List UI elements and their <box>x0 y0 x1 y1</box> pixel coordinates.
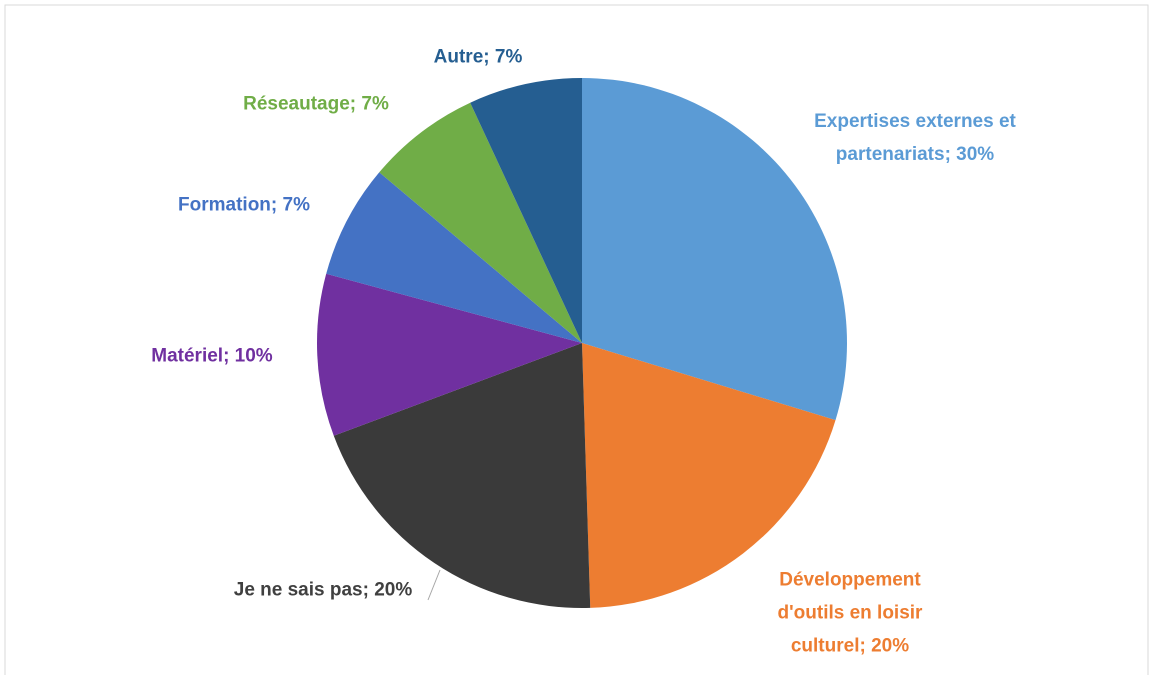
pie-slice <box>317 273 582 436</box>
pie-slice <box>379 102 582 344</box>
slice-label: Expertises externes et partenariats; 30% <box>814 111 1016 165</box>
pie-slice <box>333 343 591 608</box>
slice-label: Je ne sais pas; 20% <box>233 579 413 601</box>
leader-line <box>427 569 441 601</box>
chart-border <box>4 4 1149 675</box>
slice-label: Autre; 7% <box>433 46 523 68</box>
slice-label: Matériel; 10% <box>151 345 273 367</box>
slice-label: Réseautage; 7% <box>243 93 389 115</box>
pie-slice <box>582 78 847 421</box>
pie-slice <box>582 343 836 608</box>
pie-slice <box>326 172 582 343</box>
slice-label: Formation; 7% <box>178 194 310 216</box>
pie-slice <box>470 78 582 343</box>
slice-label: Développement d'outils en loisir culture… <box>777 569 923 657</box>
